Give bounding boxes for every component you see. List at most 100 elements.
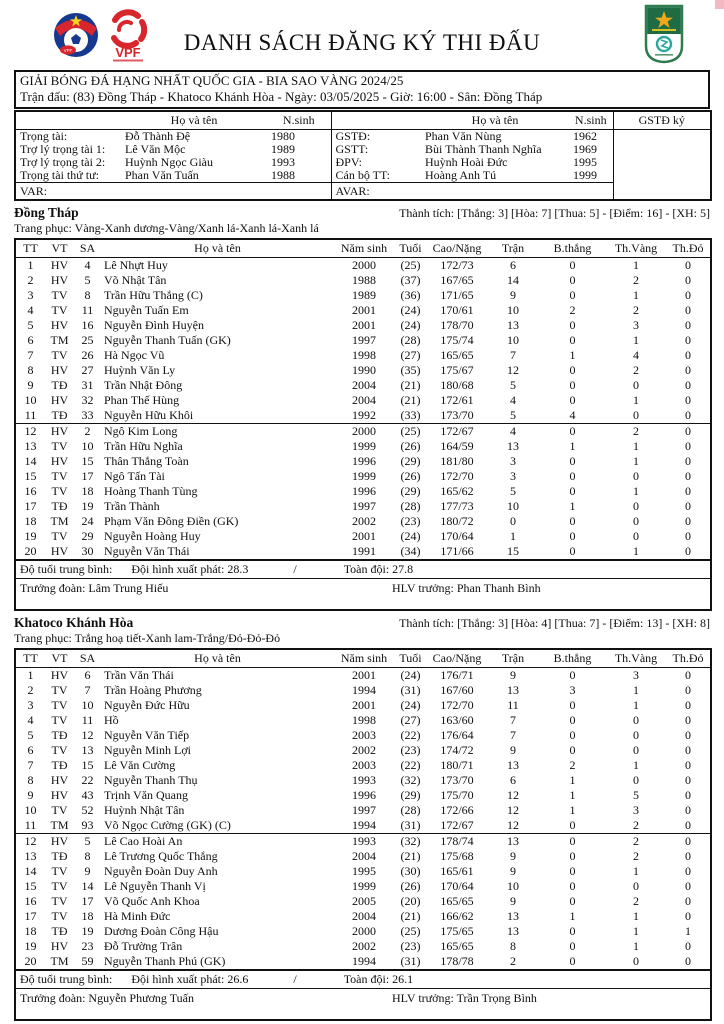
player-cell: 0 xyxy=(633,528,639,543)
player-cell: 12 xyxy=(24,423,37,438)
player-cell: 16 xyxy=(81,317,94,332)
player-cell: 13 xyxy=(24,438,37,453)
player-cell: (34) xyxy=(400,543,421,558)
player-cell: 0 xyxy=(569,697,576,712)
player-row: 6 TV 13 Nguyễn Minh Lợi 2002 (23) 174/72 9 0 0 0 xyxy=(15,743,711,758)
player-cell: Nguyễn Hữu Khôi xyxy=(104,407,194,422)
col-header-height-weight: Cao/Nặng xyxy=(432,240,482,255)
team-manager: Trưởng đoàn: Nguyễn Phương Tuấn xyxy=(20,990,194,1005)
player-cell: 1993 xyxy=(352,833,376,848)
avg-age-separator: / xyxy=(293,561,297,576)
player-cell: 11 xyxy=(81,302,94,317)
player-cell: (29) xyxy=(400,787,421,802)
player-row: 2 HV 5 Võ Nhật Tân 1988 (37) 167/65 14 0 2 0 xyxy=(15,273,711,288)
player-cell: 1 xyxy=(569,347,576,362)
player-cell: 0 xyxy=(685,362,691,377)
player-cell: 5 xyxy=(27,727,34,742)
player-cell: 1 xyxy=(633,483,639,498)
player-cell: 5 xyxy=(84,272,91,287)
avg-age-label: Độ tuổi trung bình: xyxy=(20,971,113,986)
player-cell: 0 xyxy=(569,423,576,438)
player-cell: 9 xyxy=(510,667,516,682)
player-cell: 19 xyxy=(81,923,94,938)
player-cell: 176/71 xyxy=(440,667,474,682)
player-cell: 1 xyxy=(633,863,639,878)
player-cell: 176/64 xyxy=(440,727,474,742)
staff-row: Trưởng đoàn: Nguyễn Phương Tuấn HLV trưở… xyxy=(15,988,711,1020)
player-cell: (33) xyxy=(400,407,421,422)
player-cell: 1 xyxy=(633,287,639,302)
player-row: 20 HV 30 Nguyễn Văn Thái 1991 (34) 171/66 15 0 1 0 xyxy=(15,544,711,560)
player-cell: TV xyxy=(51,483,68,498)
player-cell: 10 xyxy=(81,438,94,453)
player-cell: 17 xyxy=(24,908,37,923)
player-cell: 9 xyxy=(510,893,516,908)
player-cell: 2004 xyxy=(352,848,376,863)
starters-body: 1 HV 6 Trần Văn Thái 2001 (24) 176/71 9 0 3 0 2 TV 7 T… xyxy=(15,667,711,833)
col-header-age: Tuổi xyxy=(399,240,422,255)
player-cell: (24) xyxy=(400,317,421,332)
player-cell: (36) xyxy=(400,287,421,302)
player-cell: 0 xyxy=(569,667,576,682)
match-details: Trận đấu: (83) Đồng Tháp - Khatoco Khánh… xyxy=(20,89,543,104)
player-row: 8 HV 22 Nguyễn Thanh Thụ 1993 (32) 173/70 6 1 0 0 xyxy=(15,773,711,788)
player-cell: 0 xyxy=(569,317,576,332)
player-cell: 11 xyxy=(24,817,37,832)
player-cell: 1 xyxy=(633,697,639,712)
player-cell: 7 xyxy=(510,347,516,362)
player-row: 4 TV 11 Hồ 1998 (27) 163/60 7 0 0 0 xyxy=(15,713,711,728)
player-cell: HV xyxy=(50,787,69,802)
player-cell: HV xyxy=(50,317,69,332)
player-cell: 59 xyxy=(81,953,94,968)
player-cell: 10 xyxy=(24,802,37,817)
player-cell: 0 xyxy=(569,727,576,742)
player-cell: 0 xyxy=(685,863,691,878)
player-cell: Lê Nguyễn Thanh Vị xyxy=(104,878,206,893)
player-cell: Trần Hữu Thắng (C) xyxy=(104,287,203,302)
player-cell: 9 xyxy=(84,863,91,878)
player-cell: 0 xyxy=(685,468,691,483)
player-cell: 32 xyxy=(81,392,94,407)
player-row: 4 TV 11 Nguyễn Tuấn Em 2001 (24) 170/61 10 2 2 0 xyxy=(15,303,711,318)
col-header-goals: B.thắng xyxy=(553,240,592,255)
page-title: DANH SÁCH ĐĂNG KÝ THI ĐẤU xyxy=(183,30,541,55)
player-cell: 3 xyxy=(510,468,516,483)
player-cell: 1999 xyxy=(352,438,376,453)
player-cell: 4 xyxy=(27,302,34,317)
player-cell: (32) xyxy=(400,833,421,848)
player-cell: TV xyxy=(51,347,68,362)
team-record: Thành tích: [Thắng: 3] [Hòa: 7] [Thua: 5… xyxy=(399,206,710,220)
player-cell: 2001 xyxy=(352,317,376,332)
player-cell: 1 xyxy=(633,938,639,953)
player-cell: HV xyxy=(50,453,69,468)
player-cell: 0 xyxy=(569,863,576,878)
col-header-sa: SA xyxy=(79,240,96,255)
player-cell: (20) xyxy=(400,893,421,908)
player-cell: Phan Thế Hùng xyxy=(104,392,180,407)
col-header-vt: VT xyxy=(51,650,68,665)
col-header-yellow-cards: Th.Vàng xyxy=(614,650,658,665)
player-cell: 0 xyxy=(569,392,576,407)
player-cell: 172/67 xyxy=(440,817,474,832)
player-cell: 17 xyxy=(81,468,94,483)
player-cell: 6 xyxy=(27,332,34,347)
player-cell: Nguyễn Văn Tiếp xyxy=(104,727,190,742)
officials-row: Trọng tài thứ tư: Phan Văn Tuấn 1988 Cán… xyxy=(15,169,711,183)
player-cell: 0 xyxy=(685,682,691,697)
player-row: 14 HV 15 Thân Thắng Toàn 1996 (29) 181/80 3 0 1 0 xyxy=(15,454,711,469)
player-cell: 0 xyxy=(569,453,576,468)
player-cell: Võ Quốc Anh Khoa xyxy=(104,893,200,908)
player-cell: 4 xyxy=(84,257,91,272)
player-cell: 2 xyxy=(510,953,516,968)
player-cell: 1999 xyxy=(352,878,376,893)
official-role-label: GSTĐ: xyxy=(330,129,421,143)
player-row: 10 TV 52 Huỳnh Nhật Tân 1997 (28) 172/66 12 1 3 0 xyxy=(15,803,711,818)
player-cell: 165/65 xyxy=(440,938,474,953)
player-cell: Trần Hữu Nghĩa xyxy=(104,438,183,453)
player-cell: 3 xyxy=(633,317,639,332)
player-cell: 9 xyxy=(27,787,34,802)
player-cell: 8 xyxy=(27,362,34,377)
player-cell: 0 xyxy=(569,938,576,953)
player-cell: 2000 xyxy=(352,423,376,438)
player-cell: 0 xyxy=(685,833,691,848)
